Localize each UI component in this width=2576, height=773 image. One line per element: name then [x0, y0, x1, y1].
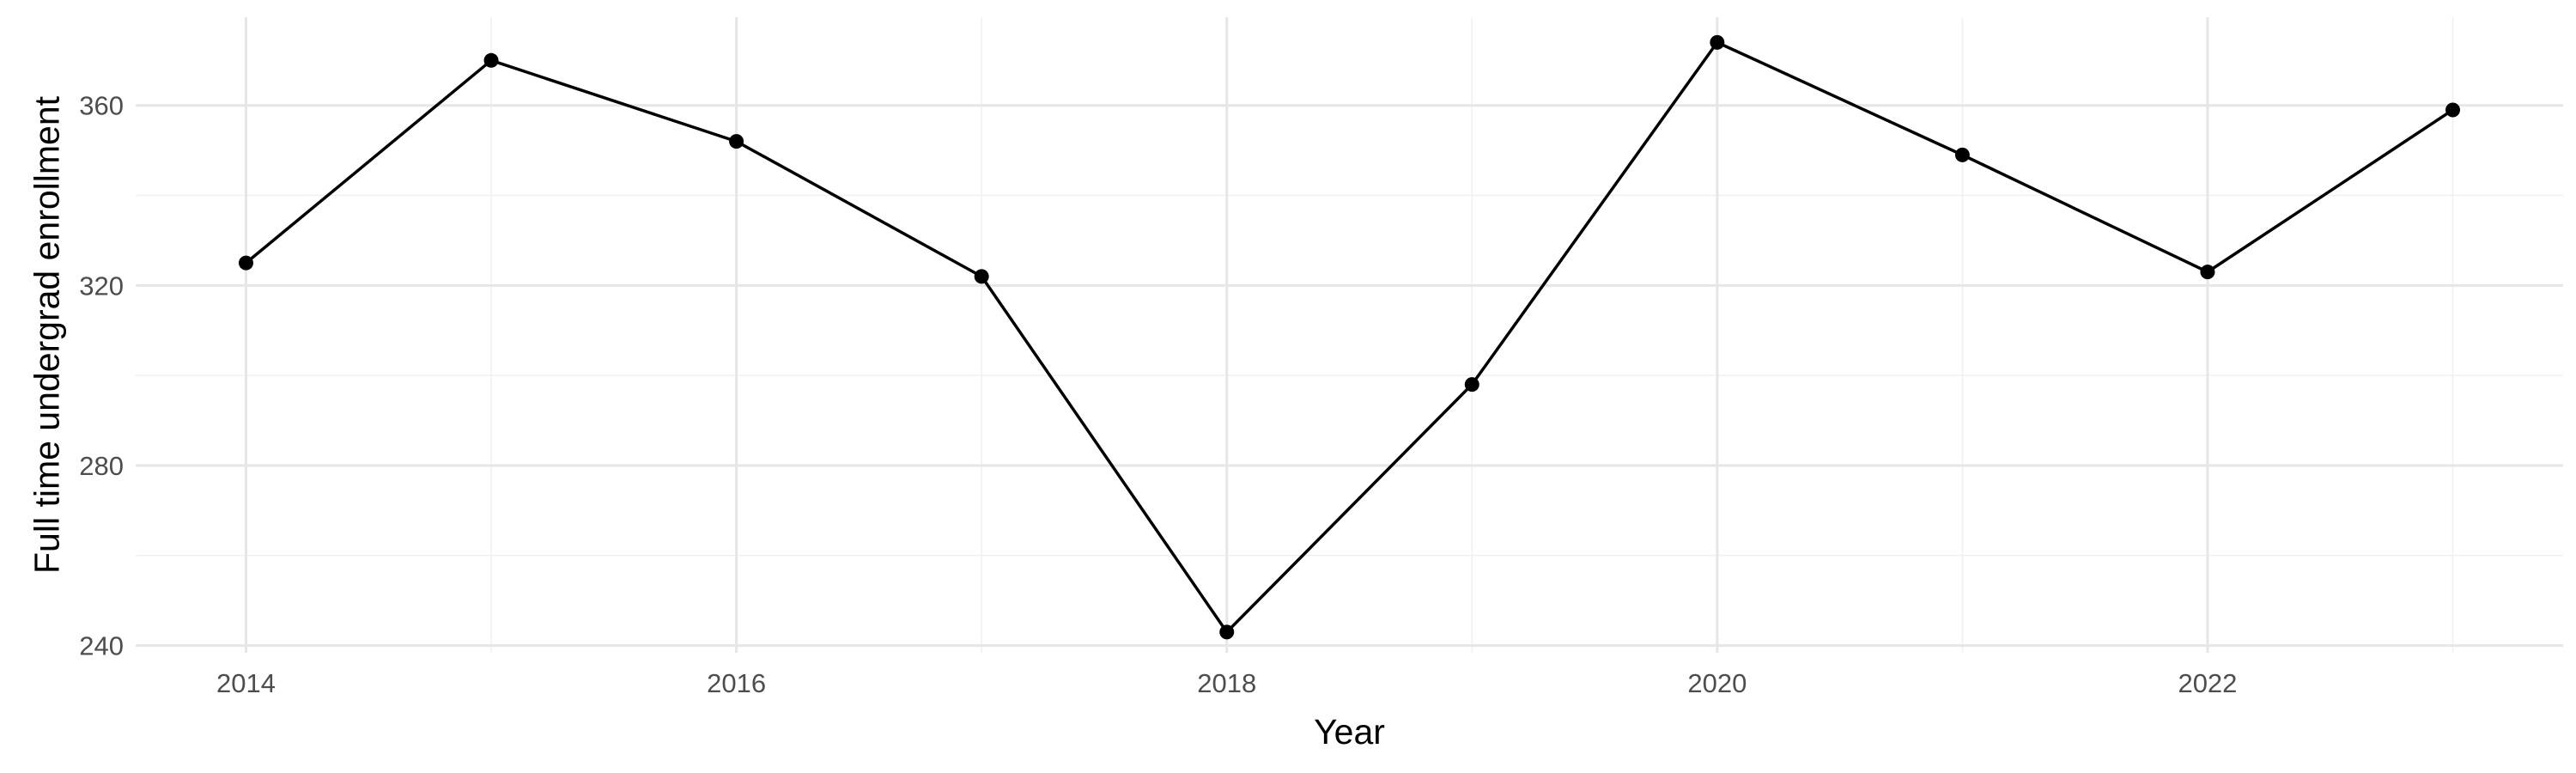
data-point: [2445, 102, 2460, 118]
y-tick-label: 320: [79, 271, 124, 301]
y-axis-title: Full time undergrad enrollment: [27, 95, 66, 574]
x-axis-tick-labels: 2014 2016 2018 2020 2022: [216, 668, 2237, 698]
x-tick-label: 2018: [1197, 668, 1256, 698]
data-point: [1464, 377, 1479, 393]
x-axis-title: Year: [1314, 712, 1385, 752]
x-tick-label: 2016: [707, 668, 766, 698]
data-point: [729, 134, 744, 149]
x-tick-label: 2022: [2178, 668, 2237, 698]
data-point: [1219, 624, 1235, 640]
y-tick-label: 240: [79, 631, 124, 661]
data-point: [2200, 265, 2215, 280]
y-axis-tick-labels: 240 280 320 360: [79, 91, 124, 661]
data-point: [239, 255, 253, 271]
data-point: [483, 52, 499, 68]
minor-gridlines: [136, 17, 2563, 653]
x-tick-label: 2020: [1687, 668, 1747, 698]
data-point: [974, 269, 989, 284]
data-point: [1954, 147, 1970, 162]
x-tick-label: 2014: [216, 668, 276, 698]
series-line: [245, 40, 2454, 634]
series-layer: [239, 34, 2460, 640]
y-tick-label: 360: [79, 91, 124, 121]
data-point: [1710, 34, 1725, 50]
y-tick-label: 280: [79, 451, 124, 481]
major-gridlines: [136, 17, 2563, 653]
